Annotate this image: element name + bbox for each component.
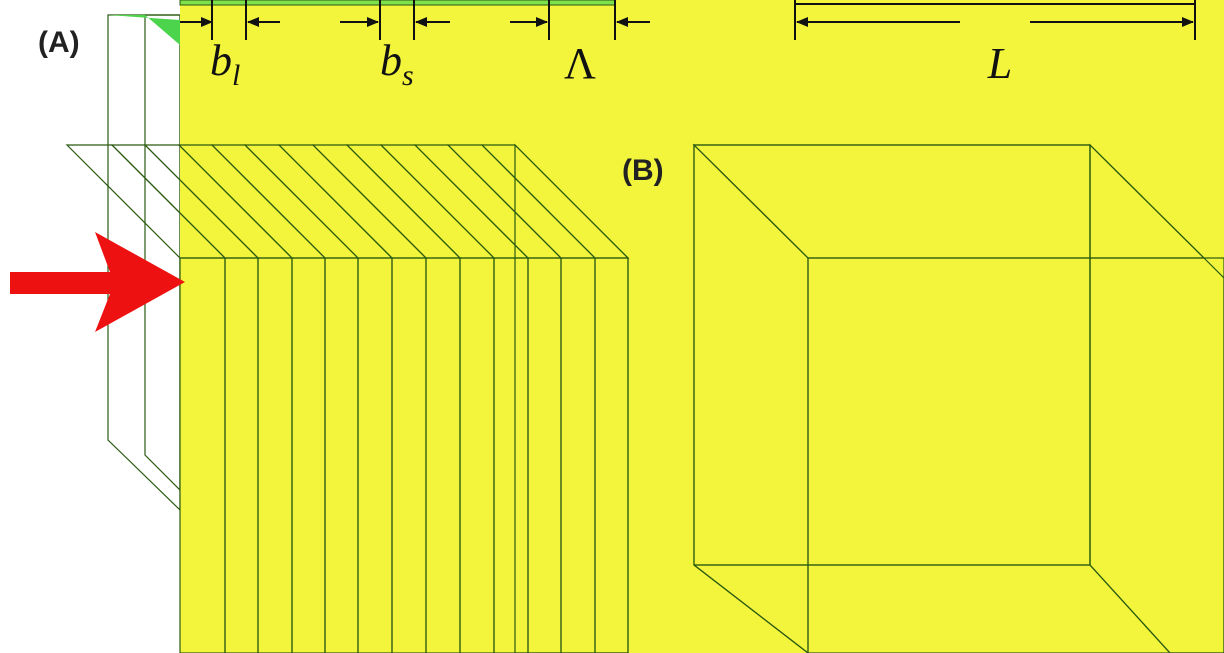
incident-arrow	[10, 232, 185, 332]
background	[180, 0, 1224, 653]
dim-period: Λ	[564, 39, 596, 88]
panel-label-b: (B)	[622, 154, 664, 187]
dim-length: L	[987, 39, 1012, 88]
diagram: bl bs Λ L (A) (B)	[0, 0, 1224, 653]
panel-label-a: (A)	[38, 26, 80, 59]
stack-clip	[0, 0, 180, 258]
